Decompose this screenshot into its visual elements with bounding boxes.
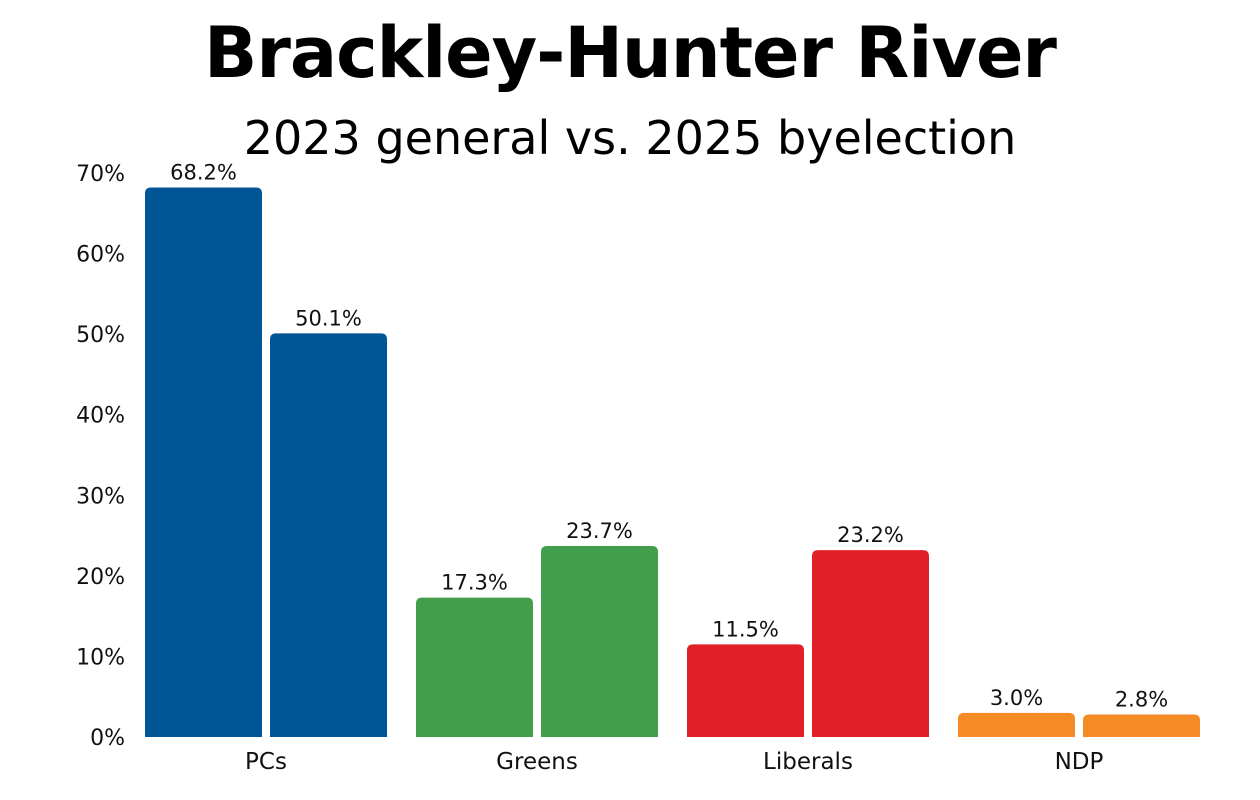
y-tick-label: 40% (76, 404, 125, 429)
bar-greens-2 (541, 546, 658, 737)
data-label: 2.8% (1115, 687, 1168, 711)
data-label: 50.1% (295, 306, 362, 330)
x-category-label: PCs (245, 749, 287, 775)
y-tick-label: 70% (76, 162, 125, 187)
data-label: 17.3% (441, 571, 508, 595)
bar-ndp-2 (1083, 714, 1200, 737)
bar-pcs-1 (145, 187, 262, 737)
x-category-label: Liberals (763, 749, 853, 775)
y-axis: 0% 10% 20% 30% 40% 50% 60% 70% (76, 162, 125, 751)
bar-liberals-2 (812, 550, 929, 737)
bar-greens-1 (416, 597, 533, 737)
y-tick-label: 50% (76, 323, 125, 348)
data-label: 23.7% (566, 519, 633, 543)
chart-subtitle: 2023 general vs. 2025 byelection (243, 111, 1017, 165)
x-category-label: NDP (1055, 749, 1104, 775)
y-tick-label: 20% (76, 565, 125, 590)
y-tick-label: 60% (76, 243, 125, 268)
x-axis: PCs Greens Liberals NDP (245, 749, 1103, 775)
data-label: 3.0% (990, 686, 1043, 710)
data-label: 23.2% (837, 523, 904, 547)
data-label: 11.5% (712, 617, 779, 641)
bar-liberals-1 (687, 644, 804, 737)
y-tick-label: 0% (90, 726, 125, 751)
data-label: 68.2% (170, 161, 237, 185)
data-labels: 68.2% 50.1% 17.3% 23.7% 11.5% 23.2% 3.0% 2.8% (170, 161, 1168, 712)
y-tick-label: 30% (76, 484, 125, 509)
bar-ndp-1 (958, 712, 1075, 737)
y-tick-label: 10% (76, 645, 125, 670)
x-category-label: Greens (496, 749, 578, 775)
chart-title: Brackley-Hunter River (204, 12, 1057, 94)
bars (145, 187, 1200, 737)
bar-pcs-2 (270, 333, 387, 737)
